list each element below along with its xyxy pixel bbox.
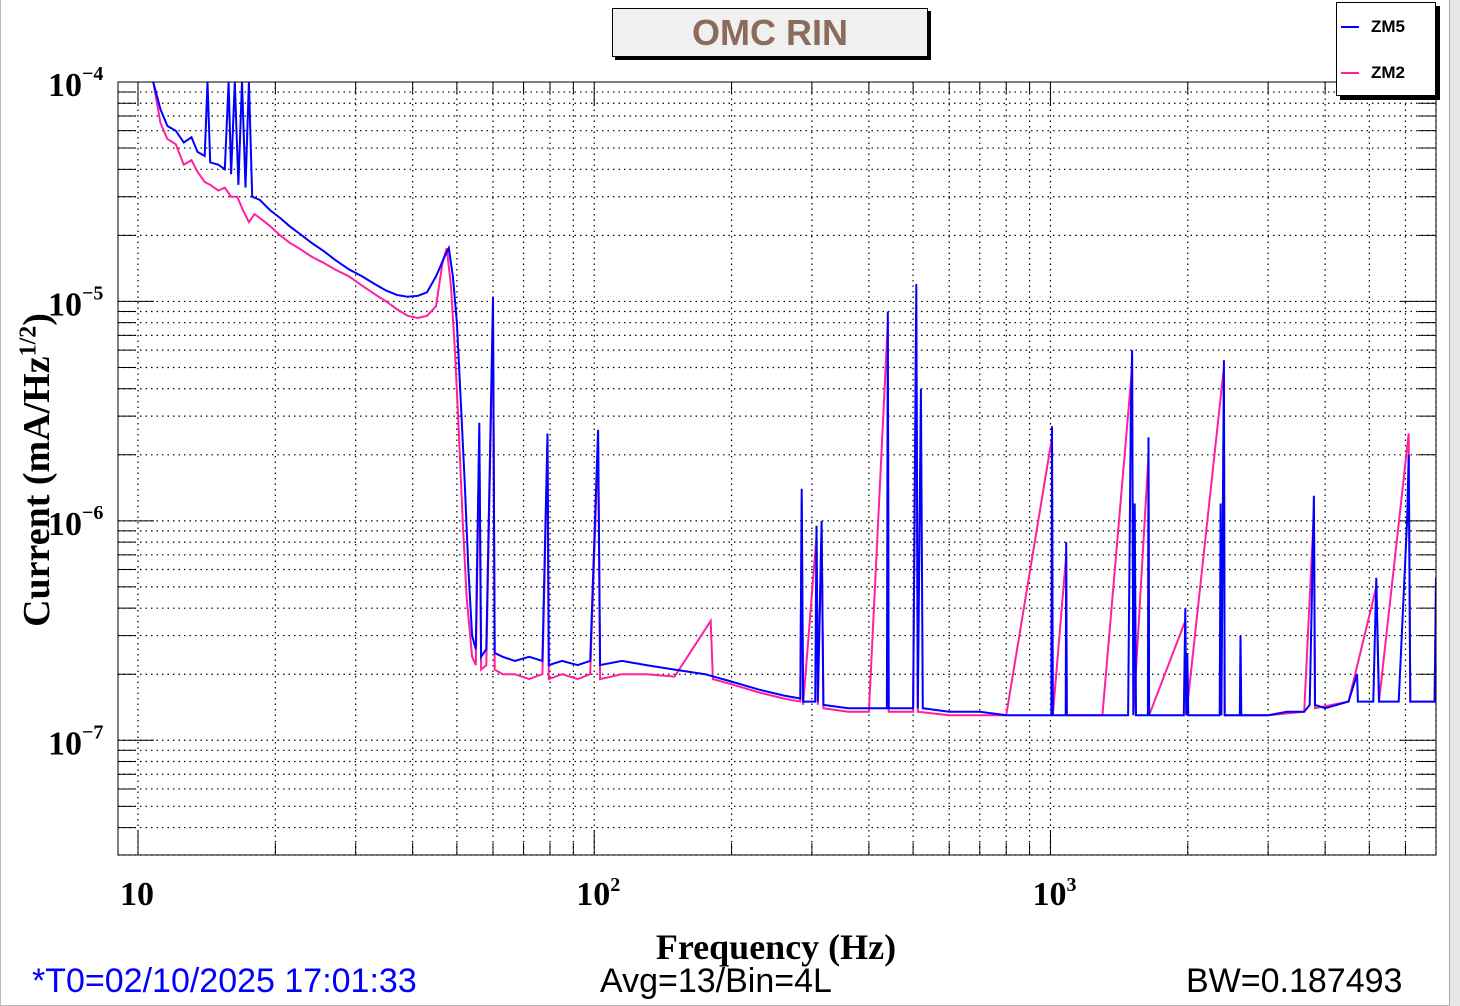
legend-swatch-zm2: [1341, 72, 1359, 74]
series-group: [152, 82, 1436, 717]
x-axis-label: Frequency (Hz): [655, 927, 897, 967]
legend-label-zm5: ZM5: [1371, 17, 1405, 36]
series-line-zm2: [152, 82, 1436, 717]
x-tick-labels: 10 102 103: [120, 874, 1076, 913]
chart-title: OMC RIN: [612, 8, 928, 57]
series-line-zm5: [152, 82, 1436, 717]
x-tick-label: 10: [120, 876, 154, 913]
y-axis-label: Current (mA/Hz1/2): [15, 313, 59, 627]
y-tick-label: 10−7: [48, 721, 103, 762]
legend-swatch-zm5: [1341, 26, 1359, 28]
grid: [118, 82, 1437, 856]
y-tick-label: 10−4: [48, 63, 103, 104]
avg-bin-info: Avg=13/Bin=4L: [600, 962, 832, 1000]
axis-ticks: [118, 82, 1437, 856]
scrollbar[interactable]: [1449, 0, 1460, 1006]
legend-item-zm2: ZM2: [1337, 63, 1405, 83]
bandwidth-info: BW=0.187493: [1186, 962, 1403, 1000]
x-tick-label: 103: [1032, 874, 1076, 913]
plot-frame: [117, 81, 1437, 856]
legend-label-zm2: ZM2: [1371, 63, 1405, 82]
y-axis-label-exponent: 1/2: [15, 325, 42, 357]
y-axis-label-close: ): [16, 313, 58, 326]
x-tick-label: 102: [576, 874, 620, 913]
legend: ZM5 ZM2: [1336, 2, 1436, 96]
legend-item-zm5: ZM5: [1337, 17, 1405, 37]
t0-timestamp: *T0=02/10/2025 17:01:33: [32, 962, 417, 1000]
y-axis-label-text: Current (mA/Hz: [16, 356, 58, 627]
